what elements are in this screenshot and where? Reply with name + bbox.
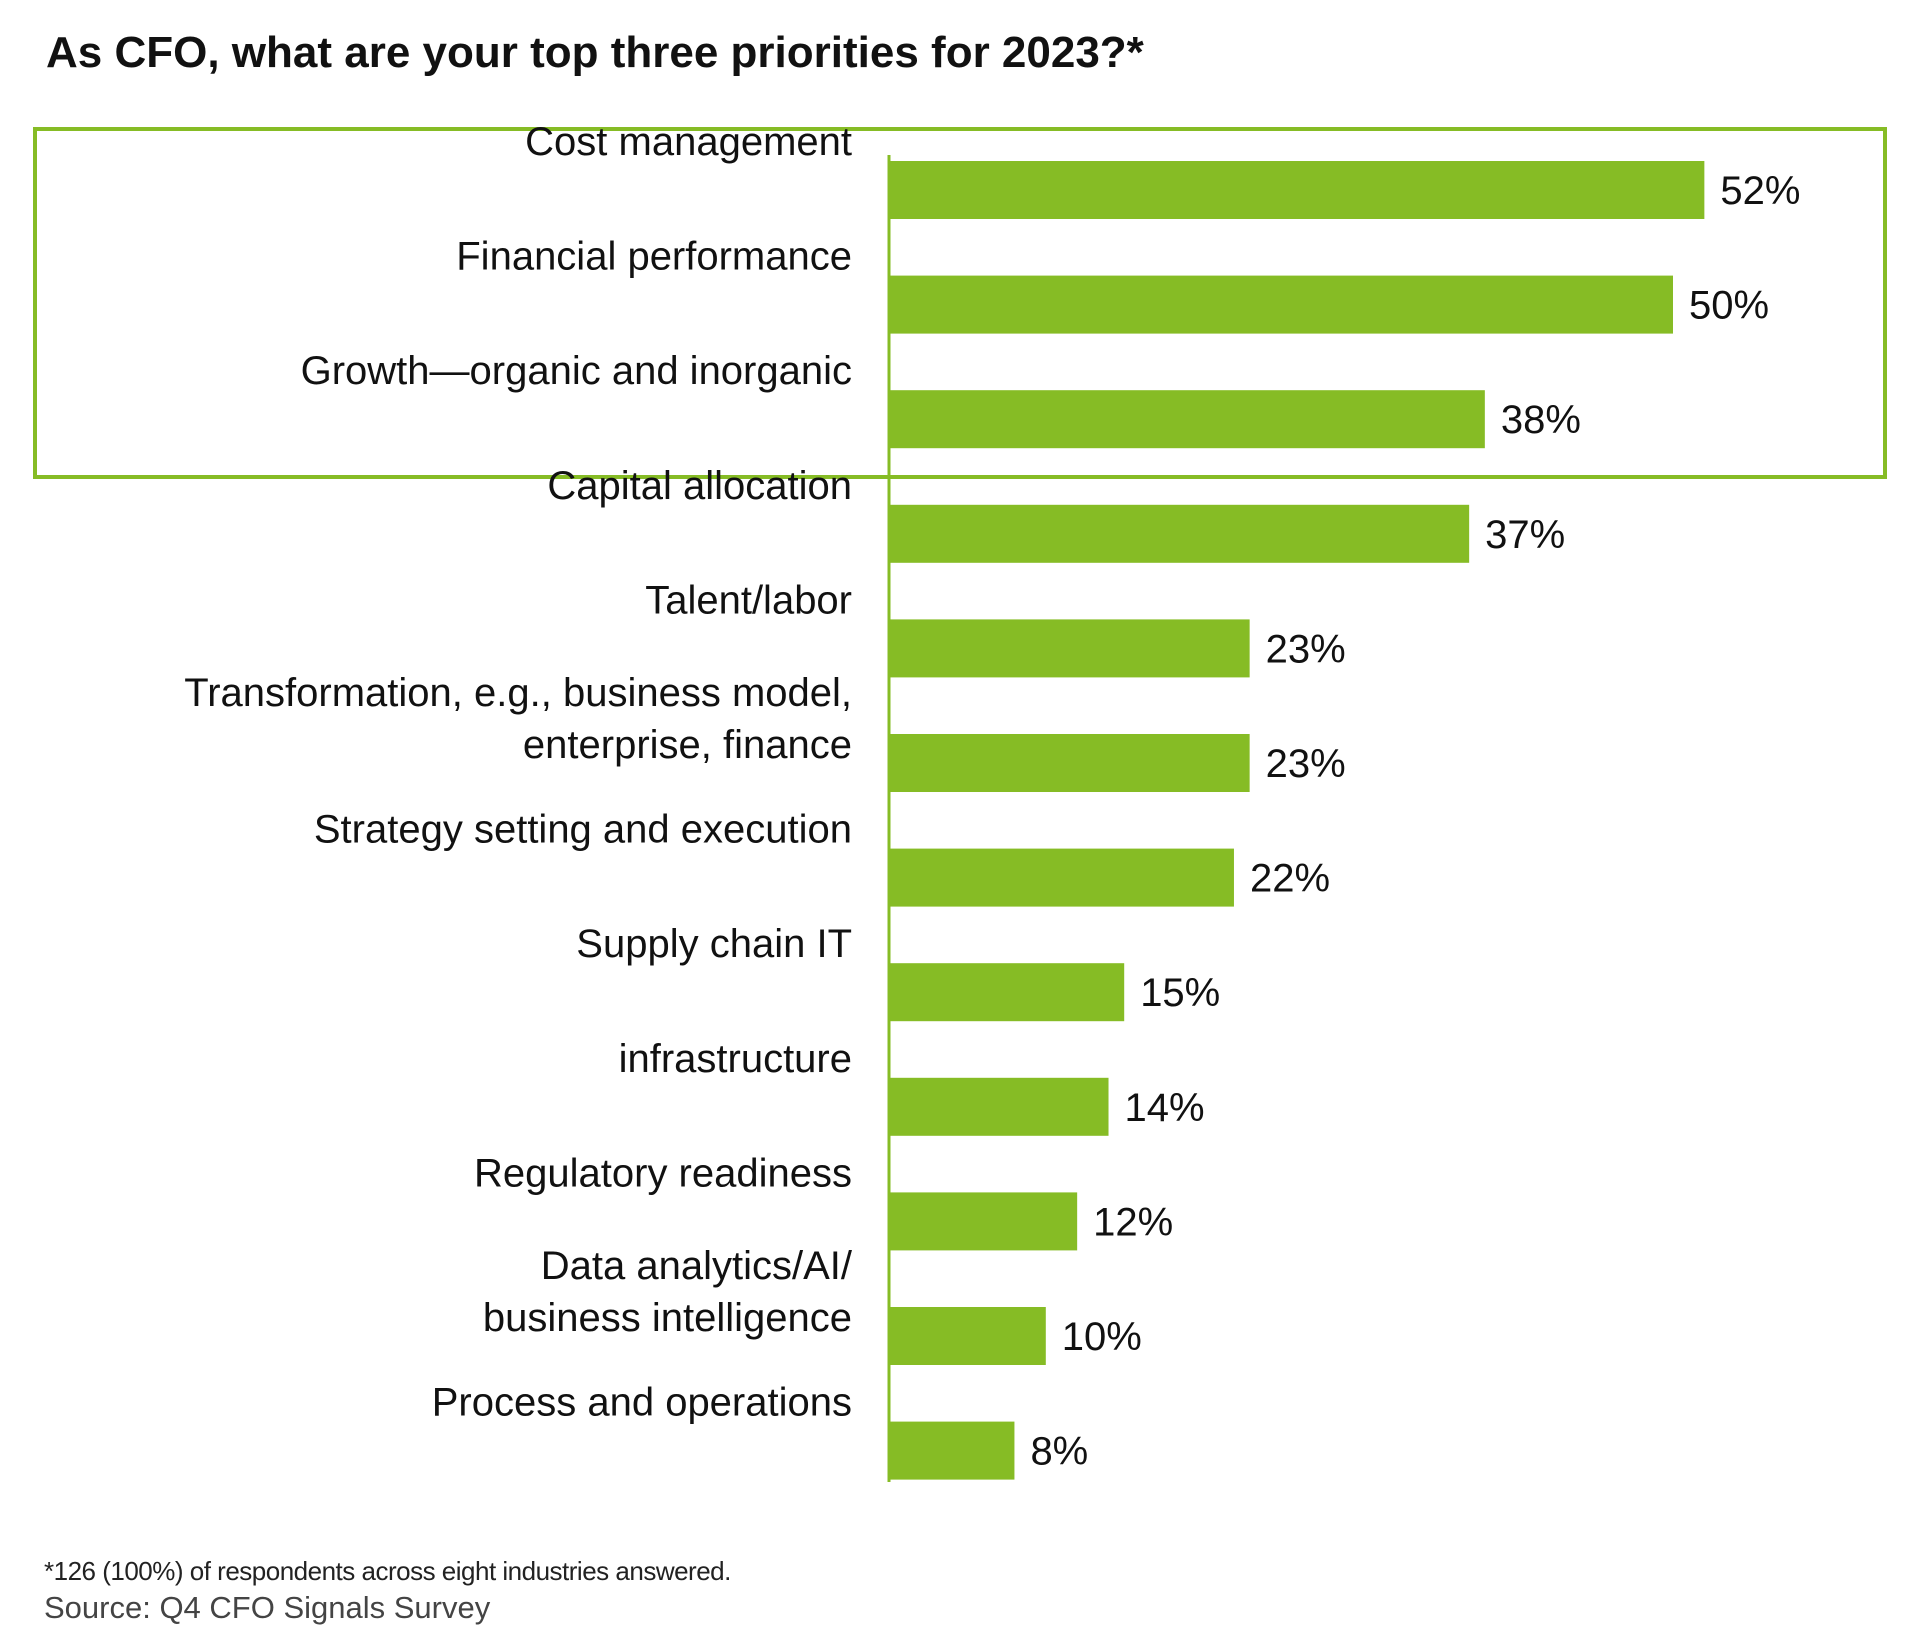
bar-11 xyxy=(889,1307,1046,1365)
category-label-4: Capital allocation xyxy=(547,464,852,508)
value-labels-group: 52% 50% 38% 37% 23% 23% 22% 15% 14% 12% 10% 8% xyxy=(1030,169,1800,1474)
value-label-7: 22% xyxy=(1250,857,1330,901)
category-label-10: Regulatory readiness xyxy=(474,1151,852,1195)
bar-8 xyxy=(889,963,1125,1022)
value-label-4: 37% xyxy=(1485,513,1565,557)
bar-4 xyxy=(889,504,1470,563)
value-label-12: 8% xyxy=(1030,1430,1088,1474)
bar-12 xyxy=(889,1421,1015,1480)
category-labels-group: Cost management Financial performance Grow… xyxy=(184,120,853,1425)
value-label-10: 12% xyxy=(1093,1200,1173,1244)
category-label-11: Data analytics/AI/business intelligence xyxy=(483,1244,853,1340)
chart-title: As CFO, what are your top three prioriti… xyxy=(46,28,1144,77)
value-label-3: 38% xyxy=(1501,398,1581,442)
bar-7 xyxy=(889,848,1234,907)
category-label-7: Strategy setting and execution xyxy=(314,808,852,852)
value-label-11: 10% xyxy=(1062,1315,1142,1359)
source-note: Source: Q4 CFO Signals Survey xyxy=(44,1590,491,1625)
category-label-8: Supply chain IT xyxy=(576,922,852,966)
top-three-highlight-box xyxy=(33,127,1887,479)
value-label-2: 50% xyxy=(1689,284,1769,328)
category-label-12: Process and operations xyxy=(432,1381,852,1425)
value-label-1: 52% xyxy=(1720,169,1800,213)
value-label-5: 23% xyxy=(1266,627,1346,671)
bar-6 xyxy=(889,734,1250,792)
category-label-5: Talent/labor xyxy=(645,578,852,622)
value-label-8: 15% xyxy=(1140,971,1220,1015)
category-label-3: Growth—organic and inorganic xyxy=(301,349,852,393)
bar-5 xyxy=(889,619,1250,678)
bar-2 xyxy=(889,275,1673,334)
bar-9 xyxy=(889,1077,1109,1136)
value-label-6: 23% xyxy=(1266,742,1346,786)
bars-group xyxy=(889,161,1705,1480)
value-label-9: 14% xyxy=(1125,1086,1205,1130)
bar-1 xyxy=(889,161,1705,219)
category-label-1: Cost management xyxy=(525,120,852,164)
bar-10 xyxy=(889,1192,1078,1251)
category-label-2: Financial performance xyxy=(456,235,852,279)
category-label-9: infrastructure xyxy=(619,1037,852,1081)
footnote: *126 (100%) of respondents across eight … xyxy=(44,1556,731,1586)
bar-3 xyxy=(889,390,1485,449)
category-label-6: Transformation, e.g., business model, ent… xyxy=(184,671,852,767)
